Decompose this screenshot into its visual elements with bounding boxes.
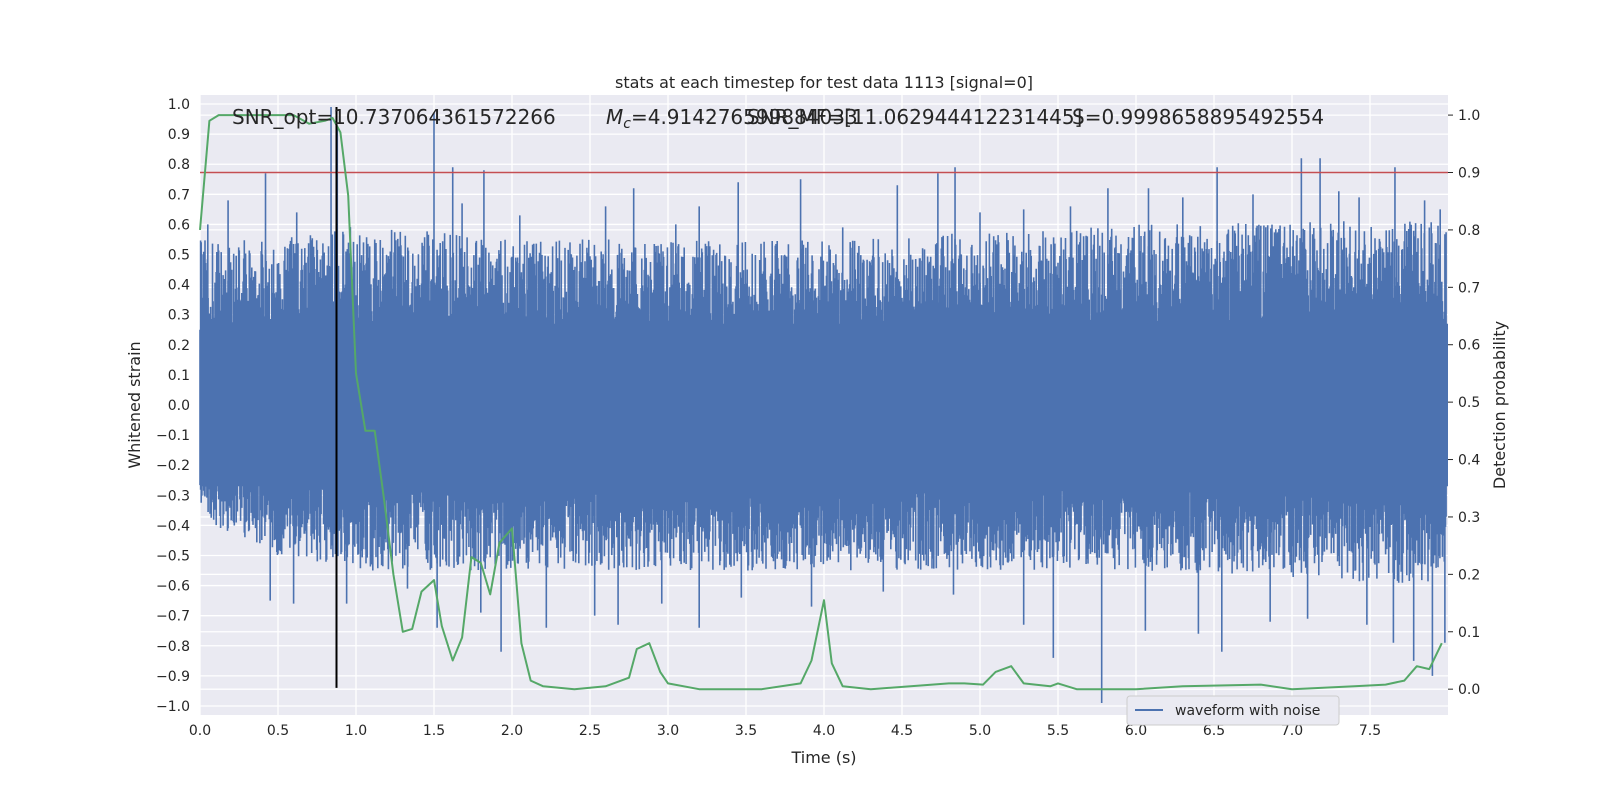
legend-label-waveform: waveform with noise	[1175, 703, 1320, 719]
y-right-tick-label: 0.6	[1458, 338, 1480, 354]
y-right-tick-label: 0.1	[1458, 625, 1480, 641]
x-tick-label: 0.5	[267, 723, 289, 739]
annotation-mc: Mc=4.914276599884033	[606, 105, 858, 132]
y-left-tick-label: −0.8	[156, 639, 190, 655]
y-right-tick-labels: 1.0 0.9 0.8 0.7 0.6 0.5 0.4 0.3 0.2 0.1 0.0	[1458, 108, 1480, 698]
y-right-tick-label: 0.5	[1458, 395, 1480, 411]
x-tick-labels: 0.0 0.5 1.0 1.5 2.0 2.5 3.0 3.5 4.0 4.5 5.0 5.5 6.0 6…	[189, 723, 1381, 739]
y-left-tick-label: −0.5	[156, 548, 190, 564]
probability-series	[199, 114, 1443, 691]
y-left-tick-label: −0.9	[156, 669, 190, 685]
y-left-tick-label: 0.8	[168, 157, 190, 173]
annotation-mc-subscript: c	[623, 116, 631, 132]
y-left-tick-label: 1.0	[168, 97, 190, 113]
y-axis-label-left: Whitened strain	[125, 341, 144, 468]
annotation-mc-value: =4.914276599884033	[631, 105, 858, 129]
detection-probability-line	[199, 114, 1443, 691]
y-left-tick-label: 0.0	[168, 398, 190, 414]
y-left-tick-label: 0.3	[168, 308, 190, 324]
y-right-tick-label: 0.9	[1458, 166, 1480, 182]
y-left-tick-label: 0.6	[168, 217, 190, 233]
waveform-dense-band	[200, 323, 1448, 487]
x-tick-label: 7.0	[1281, 723, 1303, 739]
y-right-tick-label: 0.3	[1458, 510, 1480, 526]
x-axis-label: Time (s)	[790, 748, 856, 767]
y-left-tick-label: −0.2	[156, 458, 190, 474]
y-left-tick-label: −0.1	[156, 428, 190, 444]
y-right-tick-label: 0.4	[1458, 453, 1480, 469]
x-tick-label: 5.5	[1047, 723, 1069, 739]
chart-title: stats at each timestep for test data 111…	[615, 73, 1033, 92]
y-left-tick-label: 0.7	[168, 187, 190, 203]
y-left-tick-label: −0.4	[156, 518, 190, 534]
y-left-tick-labels: 1.0 0.9 0.8 0.7 0.6 0.5 0.4 0.3 0.2 0.1 0.0 −0.1 −0.…	[156, 97, 190, 715]
x-tick-label: 6.0	[1125, 723, 1147, 739]
y-right-tick-label: 0.7	[1458, 280, 1480, 296]
annotation-mc-symbol: M	[606, 105, 623, 129]
y-left-tick-label: 0.4	[168, 278, 190, 294]
y-left-tick-label: 0.5	[168, 248, 190, 264]
y-left-tick-label: 0.9	[168, 127, 190, 143]
y-left-tick-label: −1.0	[156, 699, 190, 715]
y-axis-label-right: Detection probability	[1490, 321, 1509, 489]
y-left-tick-label: −0.7	[156, 609, 190, 625]
x-tick-label: 2.5	[579, 723, 601, 739]
x-tick-label: 3.5	[735, 723, 757, 739]
annotation-snr-opt: SNR_opt=10.737064361572266	[232, 105, 556, 129]
y-right-tick-label: 0.2	[1458, 567, 1480, 583]
annotation-s-value: S=0.9998658895492554	[1072, 105, 1324, 129]
y-right-tick-label: 0.0	[1458, 682, 1480, 698]
x-tick-label: 7.5	[1359, 723, 1381, 739]
y-left-tick-label: −0.6	[156, 579, 190, 595]
x-tick-label: 4.0	[813, 723, 835, 739]
x-tick-label: 6.5	[1203, 723, 1225, 739]
y-right-tick-label: 1.0	[1458, 108, 1480, 124]
waveform-series	[199, 107, 1448, 703]
x-tick-label: 1.5	[423, 723, 445, 739]
legend-box	[1126, 695, 1340, 726]
y-left-tick-label: −0.3	[156, 488, 190, 504]
x-tick-label: 1.0	[345, 723, 367, 739]
x-tick-label: 2.0	[501, 723, 523, 739]
x-tick-label: 5.0	[969, 723, 991, 739]
y-left-tick-label: 0.2	[168, 338, 190, 354]
y-right-tick-label: 0.8	[1458, 223, 1480, 239]
x-tick-label: 0.0	[189, 723, 211, 739]
annotation-snr-mf: SNR_MF=[11.062944412231445]	[747, 105, 1082, 129]
legend: waveform with noise	[1126, 695, 1340, 726]
x-tick-label: 3.0	[657, 723, 679, 739]
x-tick-label: 4.5	[891, 723, 913, 739]
y-left-tick-label: 0.1	[168, 368, 190, 384]
